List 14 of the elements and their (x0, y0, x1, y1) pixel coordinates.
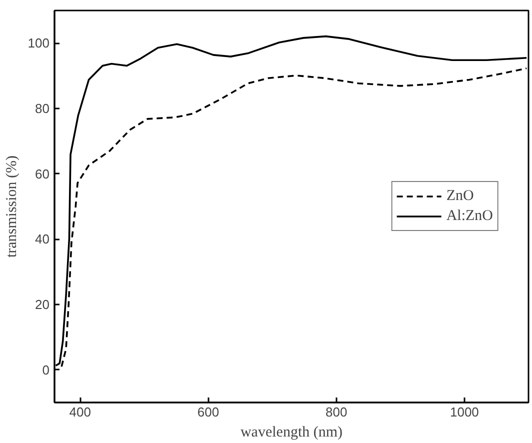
y-tick-label: 80 (35, 101, 50, 116)
x-axis-title: wavelength (nm) (240, 424, 343, 440)
y-tick-label: 0 (42, 362, 50, 378)
x-tick-label: 600 (197, 404, 220, 420)
y-tick-label: 20 (35, 297, 50, 312)
y-tick-label: 100 (28, 36, 50, 51)
legend-label: Al:ZnO (446, 208, 493, 224)
legend-label: ZnO (446, 188, 474, 204)
x-tick-label: 400 (69, 404, 91, 420)
y-axis-title: transmission (%) (4, 155, 20, 258)
y-tick-label: 40 (35, 232, 50, 247)
x-tick-label: 1000 (450, 404, 479, 420)
y-tick-label: 60 (35, 166, 50, 182)
x-tick-label: 800 (325, 404, 348, 420)
